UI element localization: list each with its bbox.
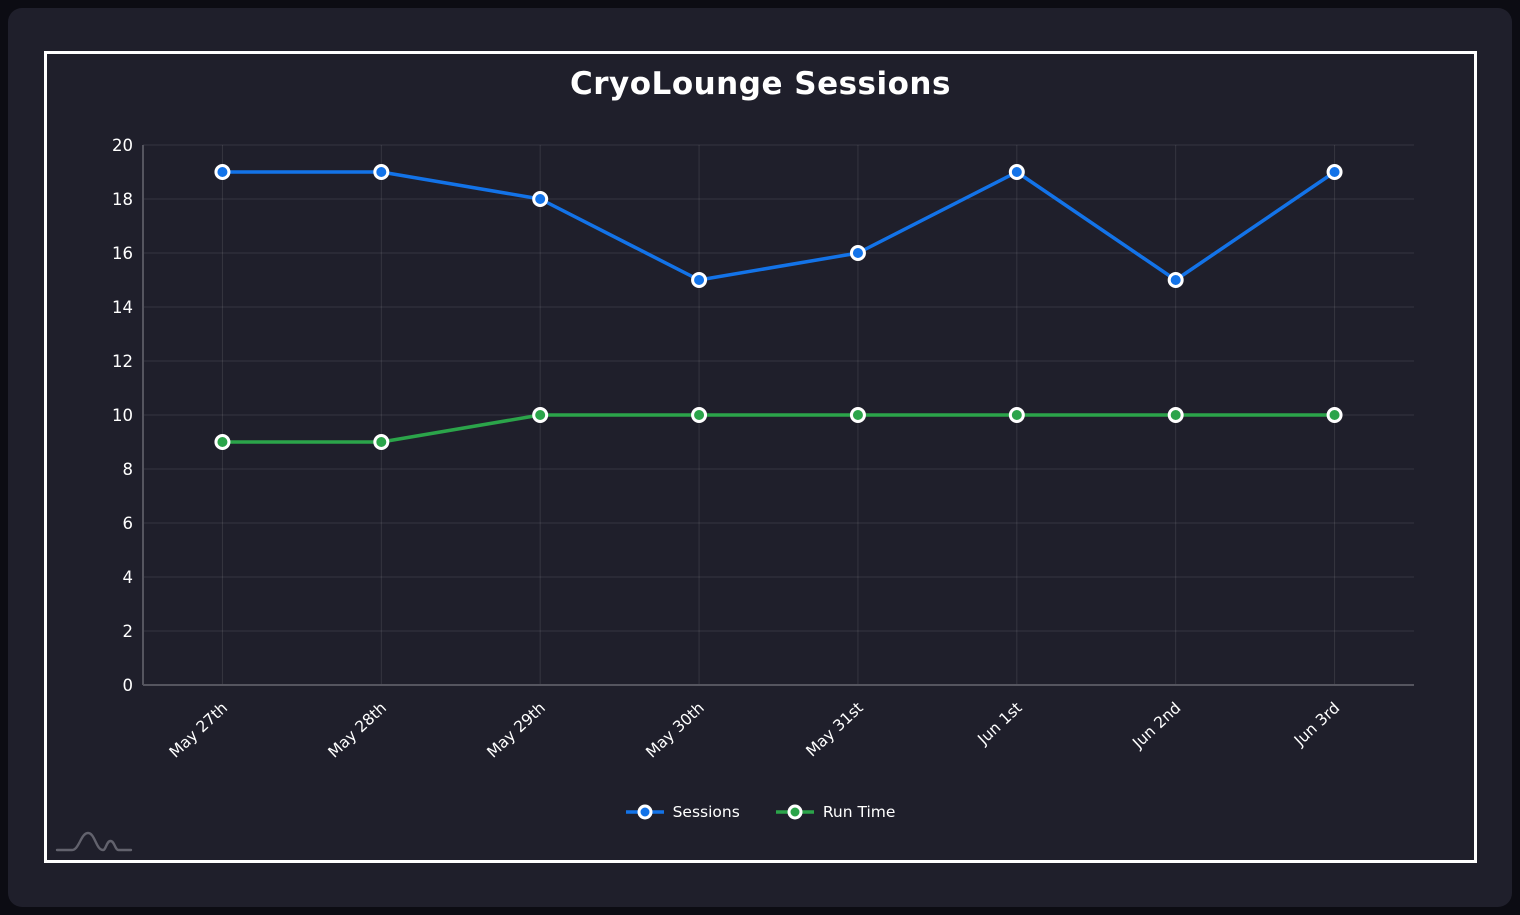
y-tick-label: 12 [112,352,133,371]
y-tick-label: 0 [123,676,134,695]
data-point-marker[interactable] [1008,407,1025,423]
data-point-marker[interactable] [1008,164,1025,180]
data-point-marker[interactable] [691,272,708,288]
chart-frame: CryoLounge Sessions 0 2 4 6 8 10 12 14 16 18 20 May… [44,51,1477,863]
y-tick-label: 16 [112,244,133,263]
legend-item-run-time[interactable]: Run Time [775,802,896,822]
series-line-sessions [220,170,1337,282]
data-point-marker[interactable] [849,245,866,261]
legend-marker-icon [775,804,814,820]
y-tick-label: 2 [123,622,134,641]
data-point-marker[interactable] [1167,407,1184,423]
data-point-marker[interactable] [373,434,390,450]
legend-item-sessions[interactable]: Sessions [625,802,740,822]
x-tick-label: May 29th [484,699,549,762]
data-point-marker[interactable] [214,434,231,450]
data-point-marker[interactable] [1326,164,1343,180]
y-tick-label: 8 [123,460,134,479]
data-point-marker[interactable] [1326,407,1343,423]
chart-legend: Sessions Run Time [47,802,1474,822]
legend-label: Sessions [672,803,740,821]
y-tick-label: 4 [123,568,134,587]
x-tick-label: Jun 1st [974,699,1026,749]
x-tick-label: May 30th [642,699,707,762]
y-tick-label: 14 [112,298,133,317]
y-tick-label: 20 [112,136,133,155]
line-curve-watermark-icon [55,831,133,852]
data-point-marker[interactable] [691,407,708,423]
data-point-marker[interactable] [532,407,549,423]
y-tick-label: 6 [123,514,134,533]
y-tick-label: 10 [112,406,133,425]
chart-title: CryoLounge Sessions [570,66,951,102]
data-point-marker[interactable] [849,407,866,423]
data-point-marker[interactable] [532,191,549,207]
legend-marker-icon [625,804,664,820]
legend-label: Run Time [822,803,896,821]
data-point-marker[interactable] [373,164,390,180]
data-point-marker[interactable] [214,164,231,180]
x-tick-label: May 31st [803,699,867,760]
x-tick-label: Jun 2nd [1128,699,1184,753]
chart-card: CryoLounge Sessions 0 2 4 6 8 10 12 14 16 18 20 May… [8,8,1512,907]
data-point-marker[interactable] [1167,272,1184,288]
sessions-runtime-line-chart[interactable]: 0 2 4 6 8 10 12 14 16 18 20 May 27th May 28th May 29t… [47,54,1474,860]
series-line-run-time [220,413,1337,444]
x-tick-label: May 27th [166,699,231,762]
y-tick-label: 18 [112,190,133,209]
x-tick-label: Jun 3rd [1290,699,1343,750]
x-tick-label: May 28th [325,699,390,762]
